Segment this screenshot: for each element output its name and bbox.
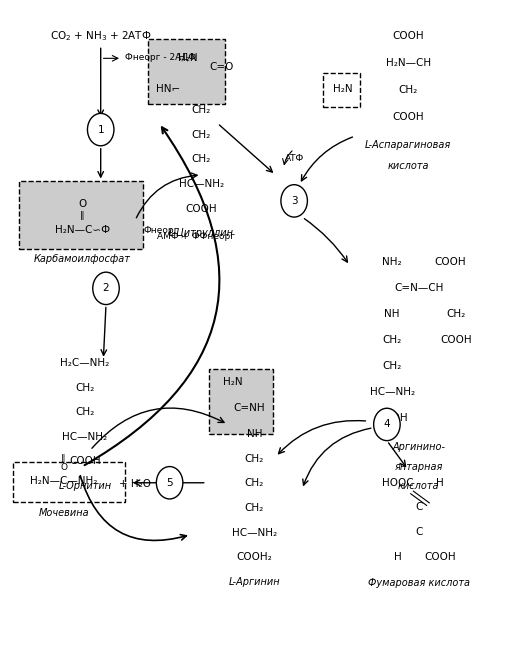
Text: H₂N—CH: H₂N—CH (385, 58, 431, 68)
Text: H₂N—C—NH₂: H₂N—C—NH₂ (30, 476, 98, 486)
Circle shape (281, 185, 307, 217)
Text: COOH: COOH (392, 30, 424, 41)
Text: COOH: COOH (186, 203, 217, 214)
Text: H₂N—C∽Ф: H₂N—C∽Ф (55, 225, 110, 235)
Text: C=NH: C=NH (233, 403, 265, 413)
Text: HC—NH₂: HC—NH₂ (179, 179, 224, 189)
Text: 2: 2 (103, 283, 109, 294)
Text: NH: NH (246, 429, 262, 439)
Text: CH₂: CH₂ (245, 478, 264, 489)
Text: H₂C—NH₂: H₂C—NH₂ (60, 358, 109, 368)
Text: O: O (78, 199, 86, 209)
Text: COOH: COOH (440, 335, 472, 345)
Text: C: C (415, 527, 422, 537)
Text: L-Орнитин: L-Орнитин (58, 481, 111, 491)
Text: C: C (415, 502, 422, 513)
Text: 3: 3 (291, 196, 297, 206)
Text: CH₂: CH₂ (383, 335, 402, 345)
Text: Мочевина: Мочевина (38, 508, 89, 518)
Text: COOH₂: COOH₂ (236, 552, 272, 562)
Circle shape (87, 113, 114, 146)
Text: янтарная: янтарная (394, 461, 443, 472)
Text: HC—NH₂: HC—NH₂ (369, 387, 415, 397)
Text: CH₂: CH₂ (75, 407, 94, 417)
Text: H₂N: H₂N (178, 53, 198, 64)
Text: кислота: кислота (398, 481, 439, 491)
Text: L-Цитруллин: L-Цитруллин (169, 228, 234, 238)
Text: + H₂O: + H₂O (119, 479, 151, 489)
Text: кислота: кислота (387, 161, 429, 171)
Text: CH₂: CH₂ (75, 382, 94, 393)
Text: C=O: C=O (209, 62, 234, 72)
Text: CH₂: CH₂ (399, 85, 418, 95)
Text: Фумаровая кислота: Фумаровая кислота (368, 578, 470, 588)
FancyBboxPatch shape (323, 73, 360, 107)
Text: 1: 1 (98, 124, 104, 135)
Text: H₂N: H₂N (223, 377, 243, 388)
Text: HOOC: HOOC (382, 478, 413, 488)
Text: CH₂: CH₂ (383, 361, 402, 371)
Text: H: H (394, 552, 401, 562)
Text: COOH: COOH (69, 456, 101, 467)
Text: CO$_2$ + NH$_3$ + 2АТФ: CO$_2$ + NH$_3$ + 2АТФ (50, 29, 152, 43)
Text: CH₂: CH₂ (192, 130, 211, 140)
Text: HN⌐: HN⌐ (156, 84, 181, 95)
Text: HC—NH₂: HC—NH₂ (232, 527, 277, 538)
Text: COOH: COOH (392, 112, 424, 122)
Text: АТФ: АТФ (285, 154, 304, 163)
FancyBboxPatch shape (13, 462, 125, 502)
FancyBboxPatch shape (148, 39, 225, 104)
Text: Аргинино-: Аргинино- (392, 442, 445, 452)
Text: COOH: COOH (376, 413, 408, 423)
Text: CH₂: CH₂ (245, 503, 264, 513)
Text: CH₂: CH₂ (446, 309, 465, 319)
Text: H₂N: H₂N (333, 84, 353, 95)
FancyBboxPatch shape (19, 181, 143, 249)
Circle shape (374, 408, 400, 441)
Text: CH₂: CH₂ (245, 454, 264, 464)
FancyBboxPatch shape (209, 369, 273, 434)
Text: CH₂: CH₂ (192, 154, 211, 165)
Text: L-Аспарагиновая: L-Аспарагиновая (365, 139, 451, 150)
Text: 4: 4 (384, 419, 390, 430)
Text: O: O (60, 463, 67, 472)
Text: NH: NH (384, 309, 400, 319)
Circle shape (156, 467, 183, 499)
Text: Карбамоилфосфат: Карбамоилфосфат (34, 254, 130, 264)
Text: АМФ + ФФнеорг: АМФ + ФФнеорг (157, 232, 235, 241)
Text: ‖: ‖ (80, 211, 84, 220)
Text: C=N—CH: C=N—CH (394, 283, 444, 294)
Text: CH₂: CH₂ (192, 105, 211, 115)
Text: NH₂: NH₂ (382, 257, 402, 268)
Text: ‖: ‖ (61, 454, 66, 463)
Circle shape (93, 272, 119, 305)
Text: Фнеорг: Фнеорг (143, 226, 179, 235)
Text: COOH: COOH (424, 552, 456, 562)
Text: HC—NH₂: HC—NH₂ (62, 432, 108, 442)
Text: Фнеорг - 2АДФ: Фнеорг - 2АДФ (125, 52, 196, 62)
Text: L-Аргинин: L-Аргинин (228, 577, 280, 587)
Text: 5: 5 (166, 478, 173, 488)
Text: COOH: COOH (435, 257, 466, 268)
Text: H: H (436, 478, 444, 488)
